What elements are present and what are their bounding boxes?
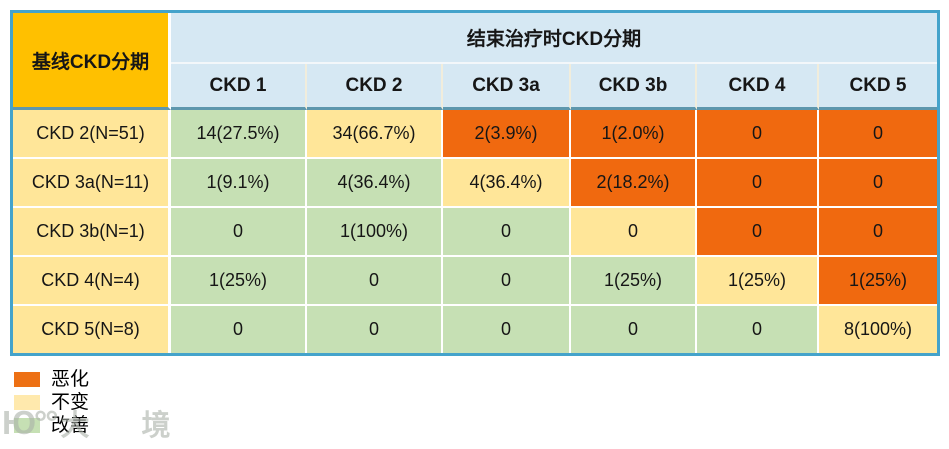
- watermark-char-right: 境: [141, 410, 171, 442]
- legend-label: 改善: [51, 415, 90, 436]
- legend-swatch-worsened: [14, 372, 40, 387]
- column-header-ckd-5: CKD 5: [819, 64, 937, 110]
- column-header-ckd-2: CKD 2: [307, 64, 443, 110]
- data-cell-worsened: 0: [819, 208, 937, 257]
- legend-item-worsened: 恶化: [14, 369, 90, 390]
- data-cell-worsened: 0: [697, 159, 819, 208]
- row-label: CKD 3b(N=1): [13, 208, 171, 257]
- legend-item-improved: 改善: [14, 415, 90, 436]
- data-cell-improved: 0: [571, 306, 697, 353]
- row-label: CKD 3a(N=11): [13, 159, 171, 208]
- row-label: CKD 5(N=8): [13, 306, 171, 353]
- column-header-ckd-4: CKD 4: [697, 64, 819, 110]
- column-header-ckd-1: CKD 1: [171, 64, 307, 110]
- table-row: CKD 3b(N=1) 0 1(100%) 0 0 0 0: [13, 208, 937, 257]
- table-row: CKD 2(N=51) 14(27.5%) 34(66.7%) 2(3.9%) 1(2.…: [13, 110, 937, 159]
- corner-header: 基线CKD分期: [13, 13, 171, 110]
- ckd-crosstab-table: 基线CKD分期 结束治疗时CKD分期 CKD 1 CKD 2 CKD 3a CKD 3…: [10, 10, 940, 356]
- data-cell-unchanged: 34(66.7%): [307, 110, 443, 159]
- data-cell-improved: 4(36.4%): [307, 159, 443, 208]
- data-cell-worsened: 1(25%): [819, 257, 937, 306]
- data-cell-worsened: 0: [819, 159, 937, 208]
- data-cell-improved: 1(9.1%): [171, 159, 307, 208]
- column-header-ckd-3b: CKD 3b: [571, 64, 697, 110]
- data-cell-improved: 0: [171, 208, 307, 257]
- row-label: CKD 4(N=4): [13, 257, 171, 306]
- data-cell-worsened: 0: [697, 208, 819, 257]
- data-cell-improved: 0: [443, 257, 571, 306]
- data-cell-worsened: 2(3.9%): [443, 110, 571, 159]
- data-cell-improved: 1(25%): [571, 257, 697, 306]
- data-cell-improved: 0: [443, 208, 571, 257]
- table-row: CKD 3a(N=11) 1(9.1%) 4(36.4%) 4(36.4%) 2(18.…: [13, 159, 937, 208]
- legend-swatch-unchanged: [14, 395, 40, 410]
- data-cell-improved: 1(100%): [307, 208, 443, 257]
- data-cell-improved: 0: [697, 306, 819, 353]
- table-row: CKD 4(N=4) 1(25%) 0 0 1(25%) 1(25%) 1(25%): [13, 257, 937, 306]
- row-label: CKD 2(N=51): [13, 110, 171, 159]
- table-row: CKD 5(N=8) 0 0 0 0 0 8(100%): [13, 306, 937, 353]
- data-cell-improved: 14(27.5%): [171, 110, 307, 159]
- legend-swatch-improved: [14, 418, 40, 433]
- data-cell-improved: 0: [307, 257, 443, 306]
- data-cell-improved: 1(25%): [171, 257, 307, 306]
- data-cell-improved: 0: [443, 306, 571, 353]
- column-group-header: 结束治疗时CKD分期: [171, 13, 937, 64]
- legend-label: 不变: [51, 392, 90, 413]
- data-cell-unchanged: 8(100%): [819, 306, 937, 353]
- legend-item-unchanged: 不变: [14, 392, 90, 413]
- data-cell-unchanged: 1(25%): [697, 257, 819, 306]
- legend: 恶化 不变 改善: [14, 369, 90, 436]
- data-cell-worsened: 1(2.0%): [571, 110, 697, 159]
- legend-label: 恶化: [51, 369, 90, 390]
- data-cell-worsened: 2(18.2%): [571, 159, 697, 208]
- data-cell-worsened: 0: [697, 110, 819, 159]
- data-cell-unchanged: 4(36.4%): [443, 159, 571, 208]
- data-cell-worsened: 0: [819, 110, 937, 159]
- column-header-ckd-3a: CKD 3a: [443, 64, 571, 110]
- data-cell-improved: 0: [307, 306, 443, 353]
- data-cell-unchanged: 0: [571, 208, 697, 257]
- data-cell-improved: 0: [171, 306, 307, 353]
